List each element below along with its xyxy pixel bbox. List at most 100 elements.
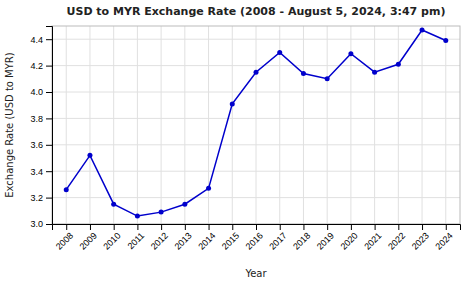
x-tick: 2017 bbox=[267, 224, 288, 252]
y-tick: 3.0 bbox=[30, 219, 52, 229]
x-tick-mark bbox=[327, 224, 328, 230]
x-tick: 2018 bbox=[291, 224, 312, 252]
x-tick-mark bbox=[161, 224, 162, 230]
y-tick-label: 4.4 bbox=[30, 35, 43, 45]
y-axis: 3.0 3.2 3.4 3.6 3.8 4.0 4.2 4.4 bbox=[30, 27, 52, 230]
x-tick: 2010 bbox=[101, 224, 122, 252]
point bbox=[159, 210, 164, 215]
x-tick-label: 2008 bbox=[54, 230, 75, 251]
y-tick-mark bbox=[46, 171, 52, 172]
line bbox=[66, 30, 446, 216]
x-tick-label: 2012 bbox=[149, 230, 170, 251]
grid-line-x bbox=[422, 26, 423, 224]
x-axis-title: Year bbox=[244, 268, 267, 279]
x-tick: 2014 bbox=[196, 224, 217, 252]
point bbox=[206, 186, 211, 191]
y-tick: 3.6 bbox=[30, 140, 52, 150]
y-axis-title: Exchange Rate (USD to MYR) bbox=[4, 52, 15, 197]
grid-line-x bbox=[208, 26, 209, 224]
y-tick-mark bbox=[46, 145, 52, 146]
x-tick-mark bbox=[90, 224, 91, 230]
x-tick-label: 2020 bbox=[339, 230, 360, 251]
x-tick-mark bbox=[375, 224, 376, 230]
point bbox=[254, 70, 259, 75]
y-tick-mark bbox=[46, 66, 52, 67]
x-tick-mark bbox=[256, 224, 257, 230]
point bbox=[182, 202, 187, 207]
x-tick-label: 2015 bbox=[220, 230, 241, 251]
x-tick-label: 2016 bbox=[244, 230, 265, 251]
x-tick: 2023 bbox=[410, 224, 431, 252]
x-tick-mark bbox=[66, 224, 67, 230]
x-tick: 2019 bbox=[315, 224, 336, 252]
x-tick: 2020 bbox=[339, 224, 360, 252]
x-tick-mark bbox=[422, 224, 423, 230]
point bbox=[111, 202, 116, 207]
x-tick: 2009 bbox=[78, 224, 99, 252]
grid-line-x bbox=[327, 26, 328, 224]
x-tick: 2008 bbox=[54, 224, 75, 252]
x-tick-mark bbox=[303, 224, 304, 230]
x-tick: 2015 bbox=[220, 224, 241, 252]
x-tick-label: 2011 bbox=[126, 230, 147, 251]
y-tick: 4.2 bbox=[30, 61, 52, 71]
y-tick-mark bbox=[46, 92, 52, 93]
grid-line-x bbox=[232, 26, 233, 224]
x-tick-mark bbox=[137, 224, 138, 230]
point bbox=[87, 153, 92, 158]
x-tick-label: 2019 bbox=[315, 230, 336, 251]
chart: 2008200920102011201220132014201520162017… bbox=[0, 0, 474, 282]
x-tick-label: 2013 bbox=[173, 230, 194, 251]
plot-area: 2008200920102011201220132014201520162017… bbox=[30, 26, 460, 252]
x-tick-label: 2018 bbox=[291, 230, 312, 251]
y-tick: 4.4 bbox=[30, 35, 52, 45]
grid-line-x bbox=[137, 26, 138, 224]
point bbox=[325, 76, 330, 81]
grid-line-x bbox=[161, 26, 162, 224]
y-tick: 4.0 bbox=[30, 87, 52, 97]
point bbox=[135, 214, 140, 219]
y-tick: 3.2 bbox=[30, 193, 52, 203]
y-tick-label: 4.2 bbox=[30, 61, 43, 71]
y-tick-mark bbox=[46, 118, 52, 119]
grid-line-x bbox=[374, 26, 375, 224]
y-tick-mark bbox=[46, 39, 52, 40]
grid-line-x bbox=[445, 26, 446, 224]
grid-line-x bbox=[303, 26, 304, 224]
x-tick-label: 2023 bbox=[410, 230, 431, 251]
y-tick: 3.4 bbox=[30, 167, 52, 177]
point bbox=[396, 62, 401, 67]
grid-line-x bbox=[256, 26, 257, 224]
x-tick: 2016 bbox=[244, 224, 265, 252]
y-tick-label: 3.0 bbox=[30, 219, 43, 229]
point bbox=[301, 71, 306, 76]
y-tick-mark bbox=[46, 224, 52, 225]
x-tick-mark bbox=[232, 224, 233, 230]
y-tick-label: 3.2 bbox=[30, 193, 43, 203]
x-tick-mark bbox=[351, 224, 352, 230]
x-tick: 2012 bbox=[149, 224, 170, 252]
x-tick: 2024 bbox=[433, 224, 454, 252]
x-tick-mark bbox=[280, 224, 281, 230]
point bbox=[348, 51, 353, 56]
grid bbox=[52, 26, 460, 224]
point bbox=[230, 101, 235, 106]
x-tick-label: 2009 bbox=[78, 230, 99, 251]
y-axis-line bbox=[46, 27, 53, 225]
point bbox=[420, 27, 425, 32]
x-tick-label: 2022 bbox=[386, 230, 407, 251]
grid-line-x bbox=[66, 26, 67, 224]
x-tick: 2013 bbox=[173, 224, 194, 252]
grid-line-x bbox=[113, 26, 114, 224]
x-tick-mark bbox=[209, 224, 210, 230]
y-tick-label: 3.8 bbox=[30, 114, 43, 124]
x-tick-label: 2024 bbox=[433, 230, 454, 251]
grid-line-x bbox=[184, 26, 185, 224]
grid-line-x bbox=[279, 26, 280, 224]
y-tick-label: 4.0 bbox=[30, 87, 43, 97]
series bbox=[64, 27, 449, 218]
x-tick: 2021 bbox=[362, 224, 383, 252]
x-tick-mark bbox=[398, 224, 399, 230]
x-tick-label: 2010 bbox=[101, 230, 122, 251]
grid-line-x bbox=[398, 26, 399, 224]
